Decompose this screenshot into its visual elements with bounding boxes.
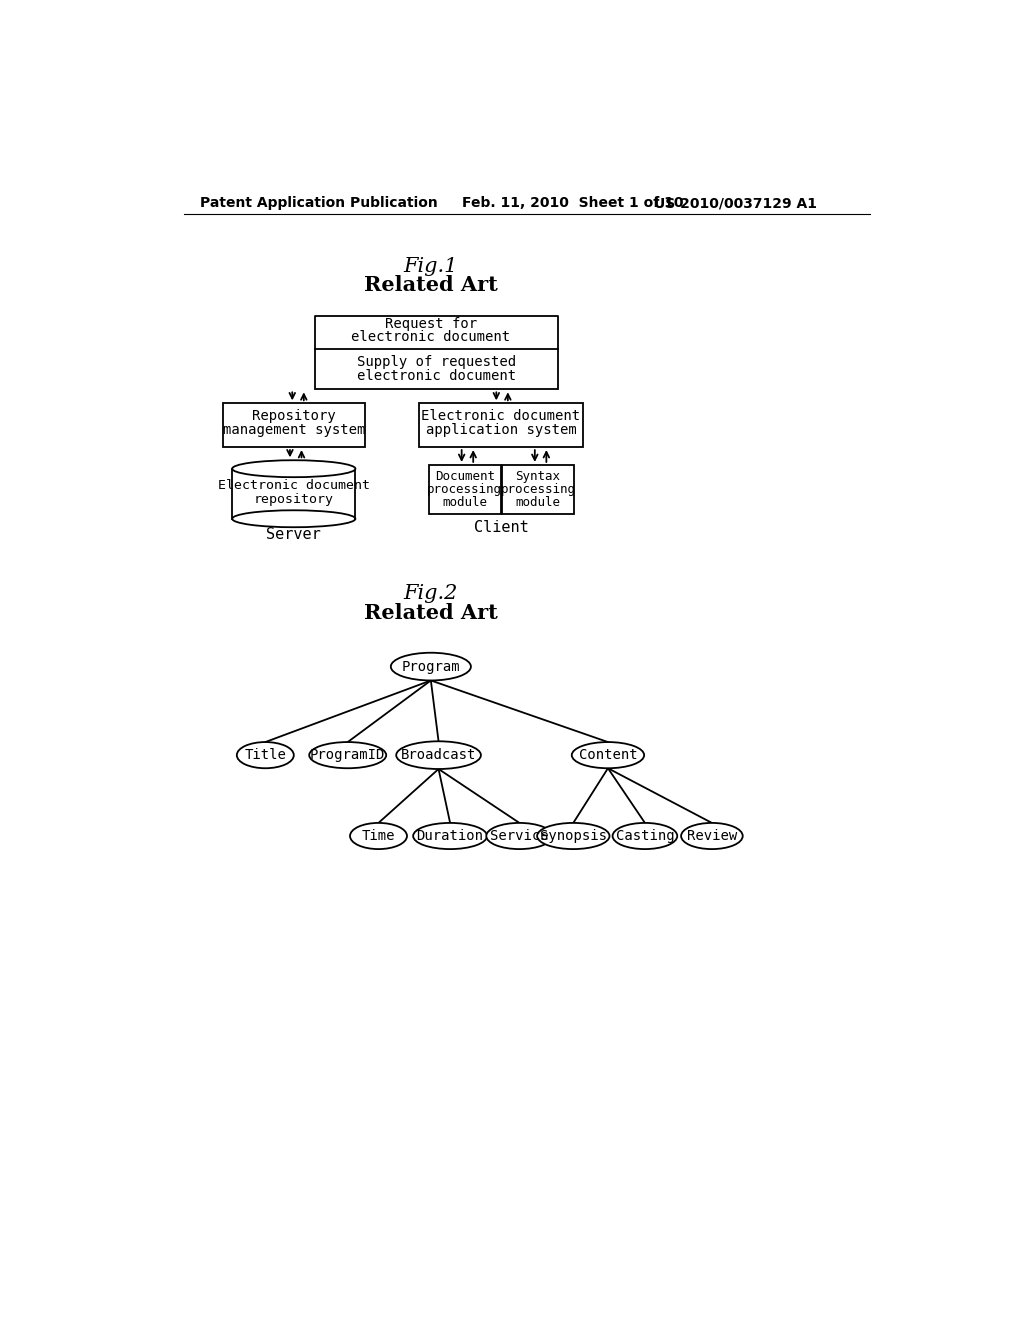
Bar xyxy=(315,350,558,389)
Text: Service: Service xyxy=(490,829,549,843)
Bar xyxy=(419,404,583,447)
Text: Fig.2: Fig.2 xyxy=(403,583,458,603)
Ellipse shape xyxy=(396,742,481,770)
Bar xyxy=(429,465,501,515)
Bar xyxy=(232,469,355,519)
Text: Repository: Repository xyxy=(252,409,336,422)
Text: Title: Title xyxy=(245,748,287,762)
Text: application system: application system xyxy=(426,424,577,437)
Text: Review: Review xyxy=(687,829,737,843)
Text: Feb. 11, 2010  Sheet 1 of 10: Feb. 11, 2010 Sheet 1 of 10 xyxy=(462,197,683,210)
Text: Syntax: Syntax xyxy=(515,470,560,483)
Text: module: module xyxy=(442,496,487,510)
Text: Supply of requested: Supply of requested xyxy=(356,355,516,368)
Text: Synopsis: Synopsis xyxy=(540,829,607,843)
Text: Patent Application Publication: Patent Application Publication xyxy=(200,197,437,210)
Text: Document: Document xyxy=(435,470,495,483)
Text: ProgramID: ProgramID xyxy=(310,748,385,762)
Text: module: module xyxy=(515,496,560,510)
Ellipse shape xyxy=(571,742,644,768)
Text: US 2010/0037129 A1: US 2010/0037129 A1 xyxy=(654,197,817,210)
Ellipse shape xyxy=(681,822,742,849)
Text: Request for: Request for xyxy=(385,317,477,331)
Ellipse shape xyxy=(309,742,386,768)
Ellipse shape xyxy=(538,822,609,849)
Text: Time: Time xyxy=(361,829,395,843)
Text: Related Art: Related Art xyxy=(364,276,498,296)
Ellipse shape xyxy=(232,461,355,478)
Text: processing: processing xyxy=(501,483,575,496)
Text: Server: Server xyxy=(266,527,322,541)
Text: electronic document: electronic document xyxy=(356,368,516,383)
Text: Program: Program xyxy=(401,660,460,673)
Text: Content: Content xyxy=(579,748,637,762)
Text: Duration: Duration xyxy=(417,829,483,843)
Ellipse shape xyxy=(350,822,407,849)
Ellipse shape xyxy=(232,511,355,527)
Text: management system: management system xyxy=(222,424,365,437)
Bar xyxy=(503,465,574,515)
Ellipse shape xyxy=(413,822,487,849)
Text: processing: processing xyxy=(427,483,502,496)
Text: electronic document: electronic document xyxy=(351,330,510,345)
Text: Casting: Casting xyxy=(615,829,674,843)
Ellipse shape xyxy=(612,822,677,849)
Ellipse shape xyxy=(486,822,553,849)
Text: Electronic document: Electronic document xyxy=(421,409,581,422)
Text: repository: repository xyxy=(254,492,334,506)
Text: Fig.1: Fig.1 xyxy=(403,256,458,276)
Text: Broadcast: Broadcast xyxy=(400,748,476,762)
Ellipse shape xyxy=(237,742,294,768)
Bar xyxy=(223,404,366,447)
Text: Electronic document: Electronic document xyxy=(218,479,370,492)
Text: Client: Client xyxy=(473,520,528,536)
Ellipse shape xyxy=(391,653,471,681)
Text: Related Art: Related Art xyxy=(364,603,498,623)
